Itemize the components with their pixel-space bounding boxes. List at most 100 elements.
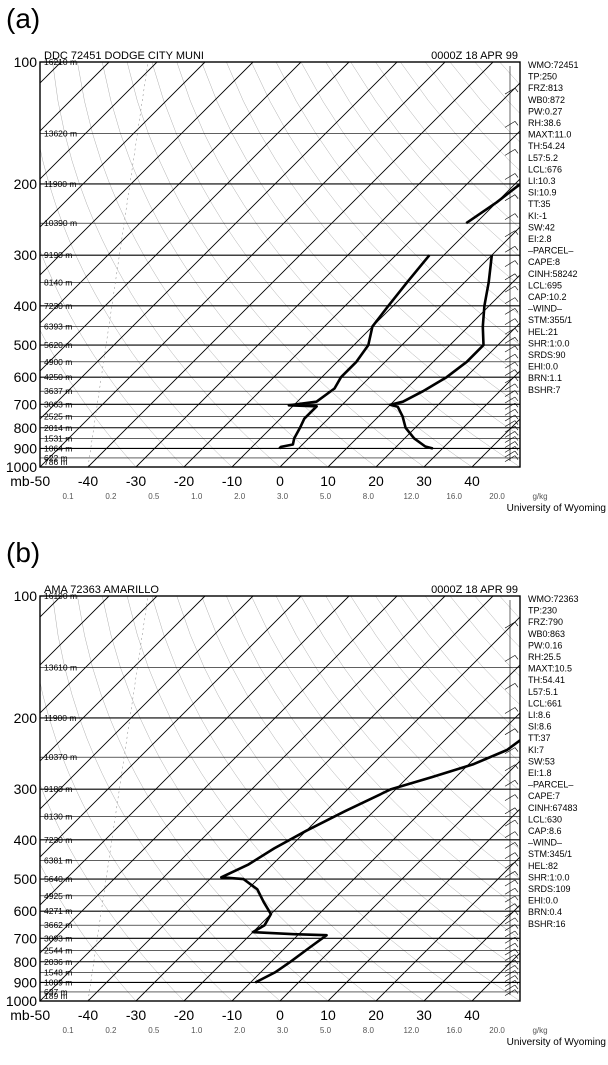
wind-barb (504, 436, 516, 443)
height-label: 1064 m (44, 443, 72, 453)
temperature-tick-label: 40 (464, 1007, 480, 1023)
wind-barb (504, 121, 516, 128)
isotherm-line (40, 596, 206, 762)
stability-index: –WIND– (528, 304, 562, 314)
temperature-tick-label: 0 (276, 1007, 284, 1023)
mixing-ratio-label: 20.0 (489, 1026, 505, 1035)
stability-index: EHI:0.0 (528, 362, 558, 372)
stability-index: L57:5.2 (528, 153, 558, 163)
pressure-tick-label: 300 (14, 781, 38, 797)
pressure-tick-label: 800 (14, 420, 38, 436)
temperature-tick-label: -10 (222, 473, 242, 489)
wind-barb (504, 879, 516, 887)
isotherm-line (135, 82, 520, 467)
panel-label: (b) (6, 537, 40, 568)
height-label: 11900 m (44, 179, 76, 189)
stability-index: SRDS:90 (528, 350, 566, 360)
source-credit: University of Wyoming (507, 503, 606, 514)
stability-index: SRDS:109 (528, 884, 571, 894)
wind-barb (504, 861, 516, 869)
profile-line-0 (220, 738, 520, 984)
wind-barb-flag (514, 917, 519, 923)
temperature-tick-label: 30 (416, 1007, 432, 1023)
stability-index: CAP:8.6 (528, 826, 562, 836)
temperature-tick-label: -10 (222, 1007, 242, 1023)
height-label: 2525 m (44, 411, 72, 421)
wind-barb-flag (514, 683, 519, 688)
stability-index: SW:53 (528, 756, 555, 766)
pressure-tick-label: 300 (14, 247, 38, 263)
wind-barb-flag (514, 441, 519, 446)
wind-barb-flag (514, 450, 519, 456)
mixing-ratio-label: 1.0 (191, 1026, 203, 1035)
temperature-tick-label: -20 (174, 1007, 194, 1023)
stability-index: HEL:21 (528, 327, 558, 337)
wind-barb-flag (514, 959, 519, 965)
stability-index: TT:37 (528, 733, 551, 743)
mixing-ratio-label: 0.1 (62, 1026, 74, 1035)
stability-index: WB0:872 (528, 95, 565, 105)
stability-index: TH:54.41 (528, 675, 565, 685)
dry-adiabat (126, 596, 425, 1001)
wind-barb-flag (514, 455, 519, 460)
wind-barb (504, 308, 516, 315)
wind-barb (504, 936, 516, 944)
mixing-ratio-label: 8.0 (363, 492, 375, 501)
pressure-tick-label: 1000 (6, 993, 37, 1009)
wind-barb-flag (514, 354, 519, 359)
stability-index: LCL:630 (528, 814, 562, 824)
profile-line-1 (278, 254, 431, 450)
pressure-tick-label: 700 (14, 396, 38, 412)
wind-barb (504, 408, 516, 416)
isotherm-line (40, 62, 446, 467)
mixing-ratio-label: 16.0 (446, 492, 462, 501)
wind-barb (504, 965, 516, 972)
height-label: 4900 m (44, 357, 72, 367)
mixing-ratio-label: 16.0 (446, 1026, 462, 1035)
mixing-ratio-label: 5.0 (320, 492, 332, 501)
wind-barb (504, 903, 516, 910)
height-label: 1548 m (44, 967, 72, 977)
height-label: 4925 m (44, 891, 72, 901)
wind-barb (504, 970, 516, 977)
height-label: 8140 m (44, 277, 72, 287)
chart-frame (39, 595, 521, 1002)
wind-barb-flag (514, 194, 519, 199)
isotherm-line (375, 856, 520, 1001)
wind-barb-flag (514, 970, 519, 975)
stability-index: LCL:676 (528, 164, 562, 174)
stability-index: SW:42 (528, 222, 555, 232)
wind-barb (504, 924, 516, 931)
wind-barb-flag (514, 297, 519, 302)
isotherm-line (423, 370, 520, 467)
wind-barb-flag (514, 173, 519, 178)
isotherm-line (568, 596, 608, 1001)
wind-barb-flag (514, 924, 519, 929)
height-label: 9180 m (44, 784, 72, 794)
stability-index: L57:5.1 (528, 687, 558, 697)
wind-barb (504, 337, 516, 344)
wind-barb (504, 194, 516, 201)
isotherm-line (40, 596, 350, 906)
temperature-tick-label: 10 (320, 473, 336, 489)
isotherm-line (40, 596, 302, 858)
isotherm-line (40, 596, 254, 810)
wind-barb (504, 707, 516, 714)
height-label: 13620 m (44, 128, 77, 138)
wind-barb-flag (514, 895, 519, 901)
dry-adiabat (176, 62, 520, 467)
observation-time: 0000Z 18 APR 99 (431, 50, 518, 62)
height-label: 9190 m (44, 250, 72, 260)
wind-barb-flag (514, 409, 519, 414)
isotherm-line (0, 62, 13, 467)
mixing-ratio-label: 8.0 (363, 1026, 375, 1035)
isotherm-line (40, 62, 158, 180)
mixing-ratio-label: 12.0 (403, 1026, 419, 1035)
mixing-ratio-label: g/kg (532, 492, 547, 501)
wind-barb-flag (514, 965, 519, 970)
wind-barb (504, 655, 516, 662)
wind-barb (504, 917, 516, 925)
dry-adiabat (425, 62, 520, 171)
wind-barb (504, 794, 516, 801)
isotherm-line (40, 62, 398, 420)
